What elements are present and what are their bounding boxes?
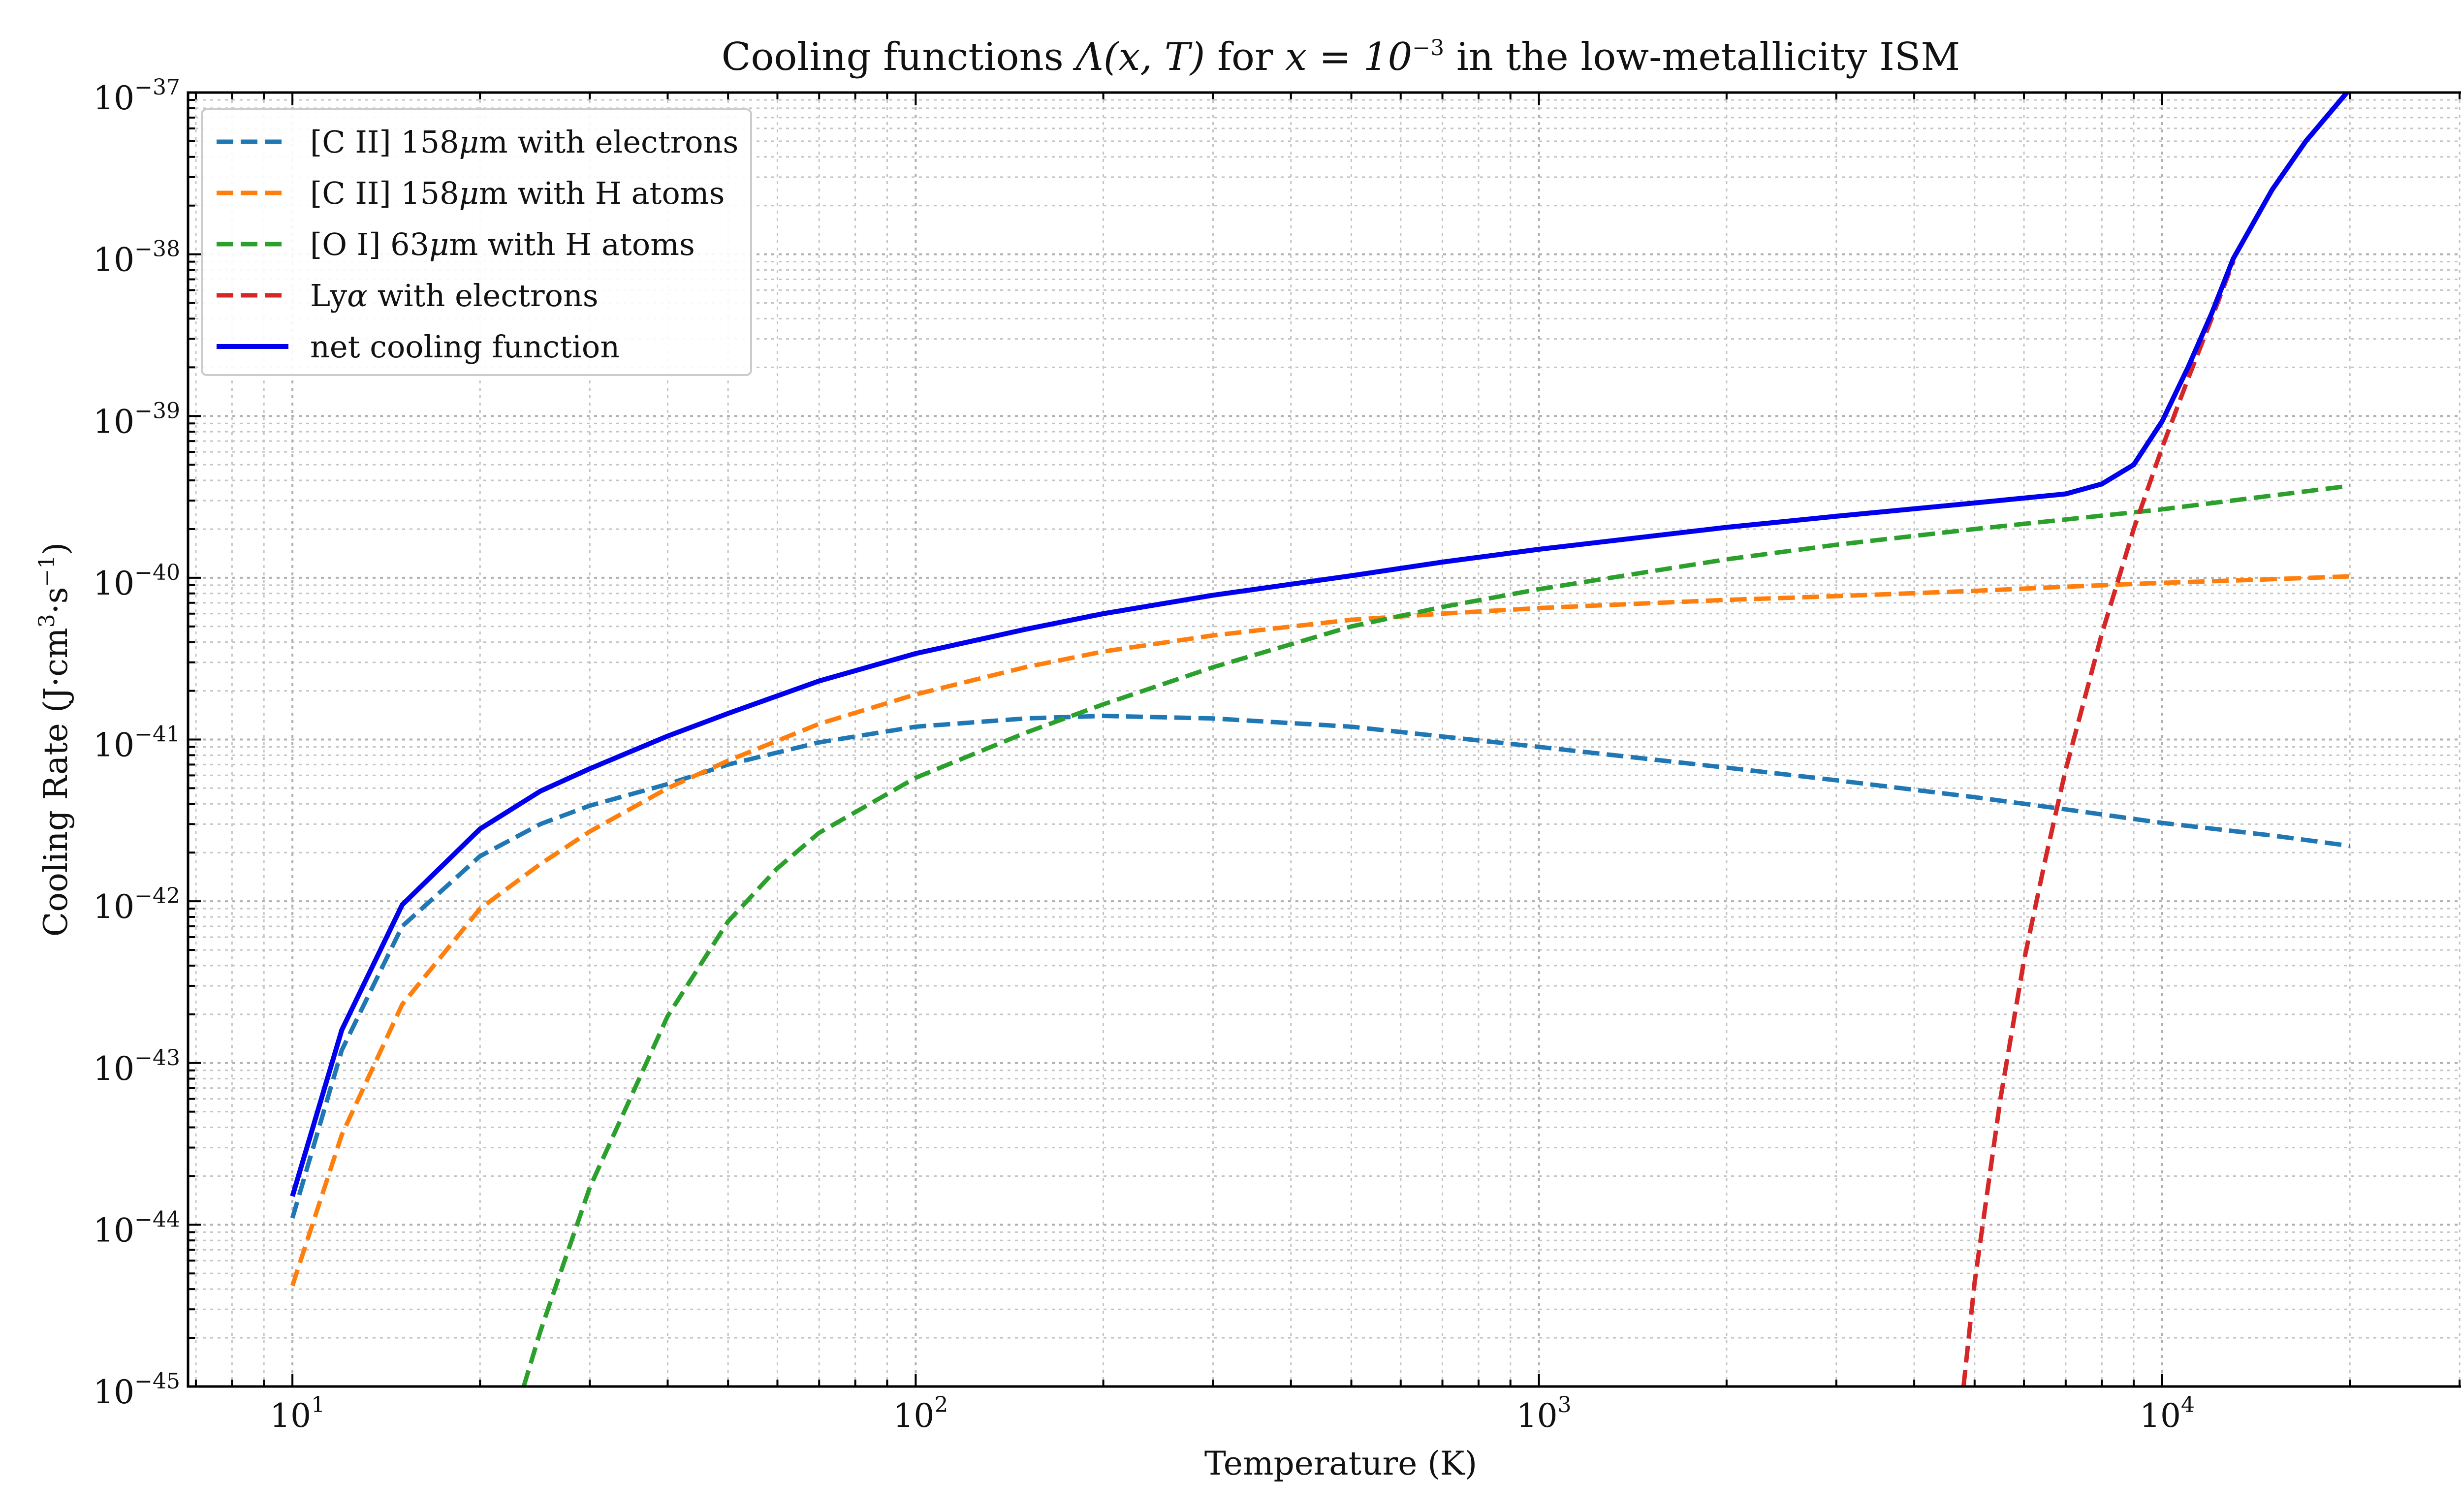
series-line-2 [521,483,2350,1386]
series-layer [290,93,2350,1386]
y-tick-label: 10−43 [93,1045,180,1088]
series-line-0 [290,714,2350,1219]
y-tick-label: 10−38 [93,237,180,279]
legend-label-4: net cooling function [310,329,620,365]
tick-labels: 101 102 103 104 10−37 10−38 10−39 10−40 10−41 10−… [93,75,2195,1435]
y-tick-label: 10−42 [93,883,180,926]
x-axis-label: Temperature (K) [1204,1445,1477,1482]
chart-title: Cooling functions Λ(x, T) for x = 10−3 i… [722,35,1960,79]
series-line-4 [290,93,2350,1197]
legend-box [201,108,752,376]
y-tick-label: 10−39 [93,398,180,441]
legend-label-1: [C II] 158μm with H atoms [310,175,725,211]
y-tick-label: 10−45 [93,1369,180,1411]
x-tick-label: 104 [2140,1392,2195,1435]
series-line-1 [290,574,2350,1287]
legend-label-0: [C II] 158μm with electrons [310,124,738,160]
axis-ticks [188,92,2461,1387]
x-tick-label: 103 [1516,1392,1572,1435]
y-axis-label: Cooling Rate (J·cm3·s−1) [34,542,75,937]
legend: [C II] 158μm with electrons [C II] 158μm … [201,108,752,376]
x-tick-label: 101 [270,1392,325,1435]
y-tick-label: 10−37 [93,75,180,117]
x-tick-label: 102 [893,1392,948,1435]
y-tick-label: 10−44 [93,1207,180,1249]
y-tick-label: 10−40 [93,560,180,602]
legend-label-2: [O I] 63μm with H atoms [310,226,695,262]
series-line-3 [1961,261,2236,1386]
y-tick-label: 10−41 [93,722,180,764]
legend-label-3: Lyα with electrons [310,278,599,314]
